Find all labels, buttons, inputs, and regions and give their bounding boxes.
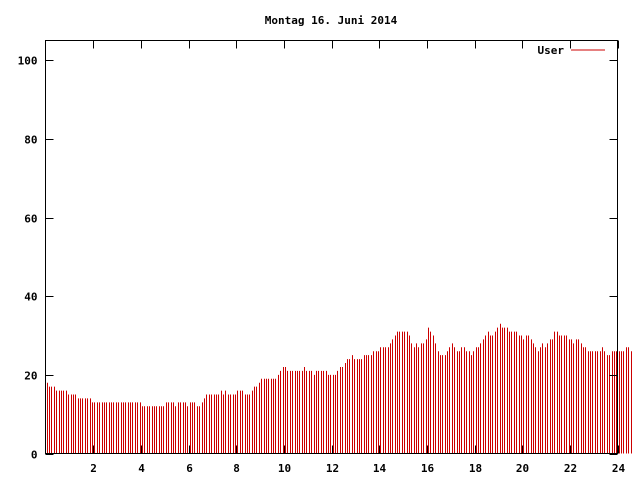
x-tick-label: 14 [373, 462, 387, 475]
y-tick-label: 100 [18, 55, 38, 68]
y-tick-label: 20 [24, 370, 37, 383]
y-tick-label: 40 [24, 291, 37, 304]
chart-title: Montag 16. Juni 2014 [265, 14, 398, 27]
x-tick-label: 12 [326, 462, 339, 475]
x-tick-label: 10 [278, 462, 291, 475]
legend-label-user: User [538, 44, 565, 57]
x-tick-label: 8 [233, 462, 240, 475]
x-tick-label: 22 [564, 462, 577, 475]
x-tick-label: 4 [138, 462, 145, 475]
x-tick-label: 18 [469, 462, 482, 475]
x-tick-label: 2 [90, 462, 97, 475]
x-tick-label: 20 [516, 462, 529, 475]
legend: User [538, 44, 605, 57]
x-tick-label: 24 [612, 462, 626, 475]
y-tick-label: 60 [24, 213, 37, 226]
bars-layer [47, 323, 632, 454]
plot-frame [45, 40, 618, 454]
x-tick-label: 16 [421, 462, 435, 475]
x-tick-label: 6 [186, 462, 193, 475]
y-tick-label: 0 [31, 449, 38, 462]
y-tick-label: 80 [24, 134, 37, 147]
